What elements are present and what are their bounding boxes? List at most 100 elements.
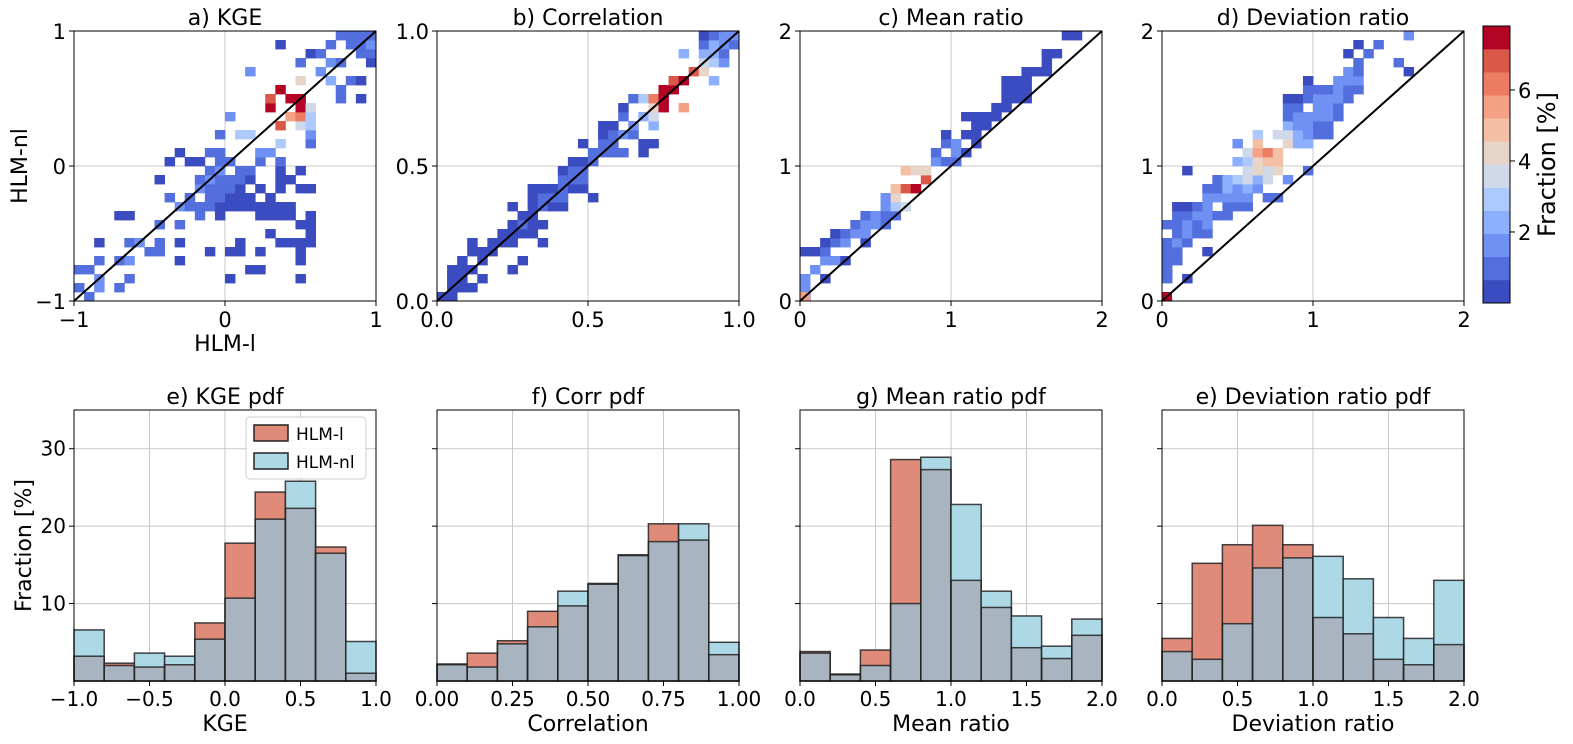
- heatmap-cell: [1282, 103, 1294, 113]
- heatmap-cell: [507, 265, 518, 275]
- heatmap-cell: [961, 112, 972, 122]
- heatmap-cell: [114, 283, 125, 293]
- heatmap-cell: [1021, 76, 1032, 86]
- heatmap-cell: [971, 130, 982, 140]
- histogram-panel-2: f) Corr pdf 0.00 0.25 0.50 0.75 1.00 Correlati…: [415, 385, 762, 737]
- y-tick-label: 1.0: [396, 20, 429, 44]
- heatmap-cell: [718, 49, 730, 59]
- heatmap-cell: [305, 238, 316, 248]
- heatmap-cell: [1333, 112, 1344, 122]
- heatmap-cell: [1403, 31, 1415, 41]
- heatmap-cell: [981, 112, 992, 122]
- heatmap-cell: [285, 211, 296, 221]
- histogram-bar-overlap: [225, 598, 256, 681]
- legend-label-hlm-nl: HLM-nl: [296, 453, 355, 473]
- heatmap-cell: [608, 148, 619, 158]
- heatmap-cell: [1011, 76, 1022, 86]
- histogram-bar-excess: [315, 547, 346, 554]
- heatmap-cell: [447, 292, 458, 302]
- heatmap-cell: [527, 193, 539, 203]
- heatmap-cell: [1313, 103, 1324, 113]
- heatmap-cell: [235, 130, 246, 140]
- histogram-bar-excess: [1222, 544, 1253, 624]
- x-tick-label: −0.5: [125, 687, 174, 711]
- heatmap-cell: [698, 49, 710, 59]
- heatmap-cell: [305, 130, 316, 140]
- heatmap-cell: [245, 67, 256, 77]
- heatmap-cell: [658, 85, 669, 95]
- heatmap-cell: [588, 148, 599, 158]
- heatmap-cell: [265, 202, 276, 212]
- colorbar-swatch: [1483, 233, 1510, 258]
- legend-swatch-hlm-l: [253, 424, 289, 442]
- heatmap-cell: [295, 58, 306, 68]
- heatmap-cell: [335, 94, 347, 104]
- heatmap-cell: [255, 247, 266, 257]
- heatmap-cell: [971, 121, 982, 131]
- heatmap-cell: [1172, 229, 1183, 239]
- heatmap-cell: [1313, 121, 1324, 131]
- heatmap-cell: [1343, 85, 1354, 95]
- heatmap-cell: [1302, 139, 1314, 149]
- panel-title: a) KGE: [188, 6, 262, 31]
- heatmap-cell: [245, 193, 256, 203]
- heatmap-cell: [800, 283, 811, 293]
- heatmap-cell: [638, 94, 649, 104]
- histogram-bar-excess: [467, 653, 498, 668]
- heatmap-cell: [1323, 112, 1334, 122]
- heatmap-cell: [890, 202, 902, 212]
- heatmap-cell: [235, 202, 246, 212]
- histogram-bar-overlap: [981, 607, 1012, 681]
- heatmap-cell: [124, 256, 135, 266]
- heatmap-cell: [295, 112, 306, 122]
- heatmap-cell: [1182, 238, 1193, 248]
- heatmap-cell: [517, 256, 528, 266]
- heatmap-cell: [840, 238, 851, 248]
- x-tick-label: 0.5: [1222, 687, 1254, 711]
- identity-line: [799, 30, 1103, 302]
- heatmap-cell: [74, 283, 85, 293]
- heatmap-cell: [527, 229, 539, 239]
- histogram-bar-excess: [1252, 525, 1283, 568]
- heatmap-cell: [517, 229, 528, 239]
- heatmap-cell: [184, 157, 196, 167]
- heatmap-cell: [1172, 256, 1183, 266]
- heatmap-cell: [678, 49, 690, 59]
- heatmap-cell: [225, 112, 236, 122]
- colorbar-tick-label: 4: [1518, 150, 1531, 174]
- heatmap-cell: [628, 130, 639, 140]
- heatmap-cell: [537, 193, 549, 203]
- heatmap-cell: [1041, 49, 1053, 59]
- heatmap-cell: [1242, 175, 1253, 185]
- x-tick-label: 0: [1155, 308, 1168, 332]
- histogram-bar-overlap: [1252, 567, 1283, 681]
- histogram-bar-overlap: [1313, 617, 1344, 681]
- heatmap-cell: [1292, 121, 1304, 131]
- histogram-bar-excess: [981, 591, 1012, 608]
- histogram-bar-excess: [1373, 617, 1404, 660]
- y-tick-label: 0.5: [396, 155, 429, 179]
- histogram-bar-overlap: [437, 664, 468, 681]
- heatmap-cell: [890, 184, 902, 194]
- heatmap-cell: [265, 229, 276, 239]
- x-tick-label: 0: [218, 308, 231, 332]
- histogram-bar-overlap: [194, 639, 225, 681]
- heatmap-cell: [1262, 193, 1274, 203]
- heatmap-cell: [920, 175, 932, 185]
- heatmap-cell: [447, 274, 458, 284]
- heatmap-cell: [214, 175, 226, 185]
- heatmap-cell: [1031, 67, 1042, 77]
- heatmap-cell: [840, 229, 851, 239]
- heatmap-cell: [1343, 49, 1354, 59]
- heatmap-cell: [800, 274, 811, 284]
- heatmap-cell: [255, 211, 266, 221]
- x-tick-label: 1: [369, 308, 382, 332]
- heatmap-cell: [487, 238, 498, 248]
- panel-title: d) Deviation ratio: [1217, 6, 1410, 31]
- heatmap-cell: [830, 256, 841, 266]
- heatmap-cell: [194, 175, 206, 185]
- x-tick-label: 1.00: [717, 687, 762, 711]
- x-tick-label: 0.5: [571, 308, 604, 332]
- heatmap-cell: [477, 247, 488, 257]
- x-axis-label: KGE: [202, 712, 247, 737]
